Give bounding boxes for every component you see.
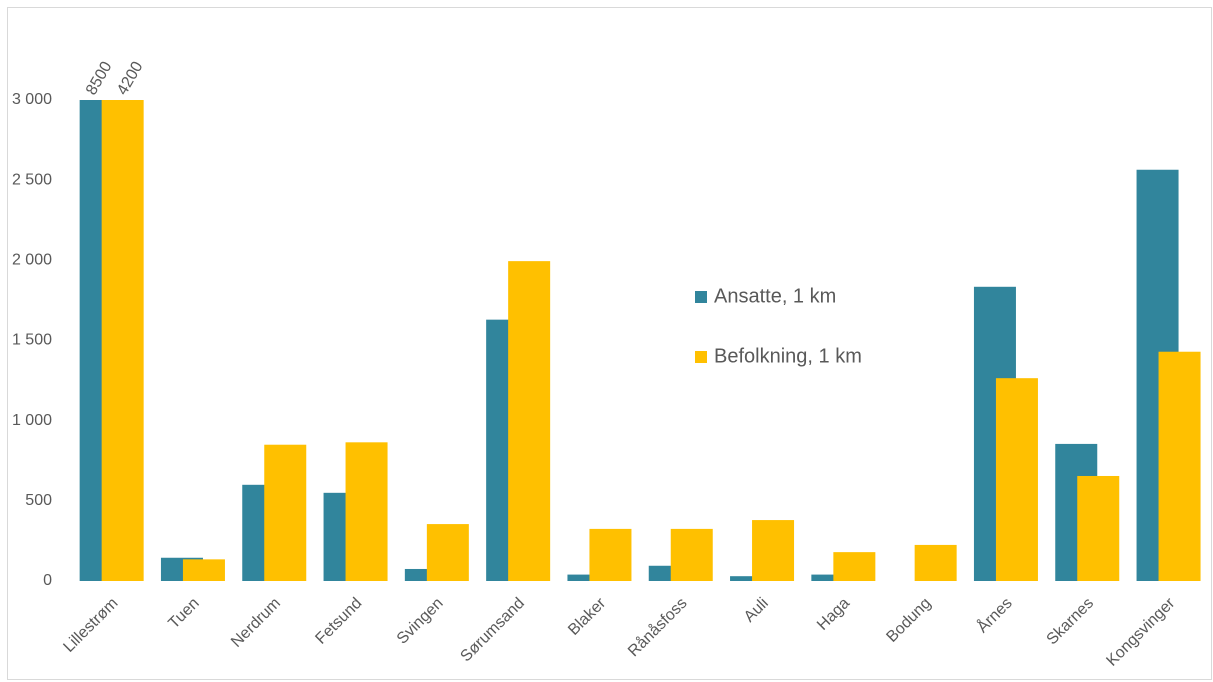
legend-swatch <box>695 351 707 363</box>
y-tick-label: 0 <box>43 572 52 589</box>
bar <box>567 574 610 581</box>
y-tick-label: 500 <box>25 492 52 509</box>
y-tick-label: 2 500 <box>12 171 52 188</box>
y-tick-label: 3 000 <box>12 91 52 108</box>
legend-label: Befolkning, 1 km <box>714 345 862 367</box>
bar <box>752 520 795 581</box>
y-tick-label: 1 000 <box>12 412 52 429</box>
bar <box>1077 475 1120 581</box>
y-tick-label: 1 500 <box>12 332 52 349</box>
bar <box>670 528 713 581</box>
bar <box>426 524 469 581</box>
bar <box>101 100 144 582</box>
legend-label: Ansatte, 1 km <box>714 285 836 307</box>
bar <box>264 444 307 581</box>
y-tick-label: 2 000 <box>12 252 52 269</box>
bar <box>914 544 957 581</box>
legend-swatch <box>695 291 707 303</box>
bar <box>995 378 1038 581</box>
plot-area <box>79 100 1201 582</box>
bar <box>182 559 225 581</box>
bar <box>589 528 632 581</box>
bar <box>811 574 854 581</box>
bar <box>833 552 876 581</box>
bar <box>1158 351 1201 581</box>
bar <box>508 261 551 581</box>
bar <box>730 576 773 581</box>
bar <box>345 442 388 581</box>
